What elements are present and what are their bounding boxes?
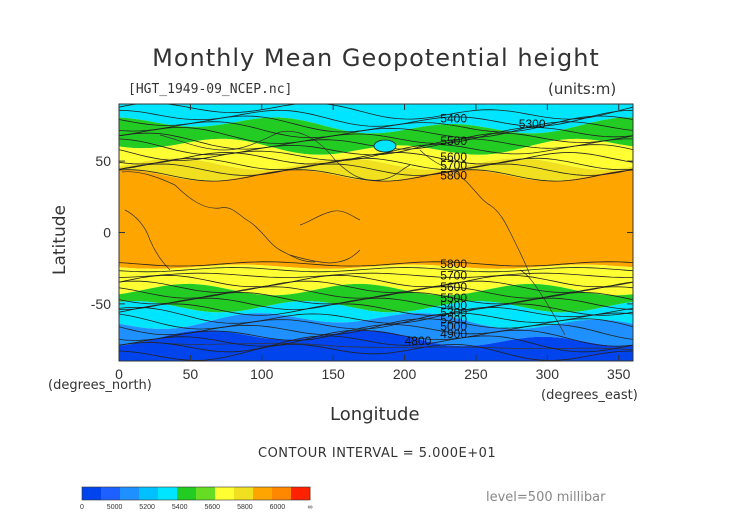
contour-line xyxy=(119,329,633,347)
colorbar-swatch xyxy=(215,487,235,500)
colorbar-swatch xyxy=(291,487,311,500)
contour-line xyxy=(119,335,633,353)
colorbar-swatch xyxy=(234,487,254,500)
colorbar-label: 0 xyxy=(80,504,84,511)
contour-label: 5500 xyxy=(440,134,467,148)
x-unit-right: (degrees_east) xyxy=(541,388,638,403)
colorbar-swatch xyxy=(158,487,178,500)
units-label: (units:m) xyxy=(548,80,617,98)
contour-label: 5700 xyxy=(440,158,467,172)
level-label: level=500 millibar xyxy=(486,490,606,505)
contour-line xyxy=(119,121,633,139)
colorbar-label: 5600 xyxy=(205,504,221,511)
y-tick-label: 0 xyxy=(103,225,111,241)
chart-title: Monthly Mean Geopotential height xyxy=(152,44,600,72)
x-tick-label: 250 xyxy=(464,366,488,382)
x-tick-label: 350 xyxy=(607,366,631,382)
contour-line xyxy=(119,312,633,330)
x-tick-label: 150 xyxy=(321,366,345,382)
colorbar-swatch xyxy=(177,487,197,500)
contour-line xyxy=(119,267,633,273)
colorbar-label: 6000 xyxy=(270,504,286,511)
contour-line xyxy=(119,306,633,324)
contour-line xyxy=(119,157,633,170)
contour-line xyxy=(119,318,633,336)
colorbar-label: 5400 xyxy=(172,504,188,511)
colorbar-swatch xyxy=(253,487,273,500)
y-tick-label: -50 xyxy=(91,296,111,312)
x-unit-left: (degrees_north) xyxy=(48,378,152,393)
contour-label: 4900 xyxy=(440,327,467,341)
contour-line xyxy=(119,261,633,267)
x-axis-label: Longitude xyxy=(330,404,420,425)
contour-label: 5600 xyxy=(440,280,467,294)
x-tick-label: 50 xyxy=(183,366,199,382)
colorbar-label: 5000 xyxy=(107,504,123,511)
contour-label: 5400 xyxy=(440,298,467,312)
contour-line xyxy=(119,152,633,165)
colorbar-label: 5200 xyxy=(139,504,155,511)
colorbar-swatch xyxy=(101,487,121,500)
contour-label: 4800 xyxy=(405,334,432,348)
contour-label: 5300 xyxy=(440,305,467,319)
x-tick-label: 100 xyxy=(250,366,274,382)
contour-line xyxy=(119,297,633,311)
contour-label: 5700 xyxy=(440,268,467,282)
contour-line xyxy=(119,324,633,341)
colorbar-label: 5800 xyxy=(237,504,253,511)
contour-line xyxy=(119,144,633,161)
contour-line xyxy=(119,280,633,293)
contour-interval: CONTOUR INTERVAL = 5.000E+01 xyxy=(258,446,497,461)
contour-label: 5800 xyxy=(440,257,467,271)
contour-label: 5200 xyxy=(440,313,467,327)
contour-line xyxy=(119,126,633,144)
band-5500 xyxy=(119,117,633,155)
contour-line xyxy=(119,115,633,133)
contour-line xyxy=(119,274,633,288)
colorbar-swatch xyxy=(196,487,216,500)
contour-line xyxy=(119,303,633,316)
file-label: [HGT_1949-09_NCEP.nc] xyxy=(128,82,293,97)
contour-line xyxy=(119,272,633,278)
contour-line xyxy=(119,104,633,120)
contour-line xyxy=(119,169,633,182)
y-tick-label: 50 xyxy=(95,153,111,169)
band-5100 xyxy=(119,313,633,347)
band-5850 xyxy=(119,169,633,269)
colorbar-swatch xyxy=(120,487,140,500)
contour-label: 5300 xyxy=(519,117,546,131)
colorbar-swatch xyxy=(272,487,292,500)
x-tick-label: 0 xyxy=(115,366,123,382)
contour-label: 5800 xyxy=(440,168,467,182)
contour-label: 5500 xyxy=(440,291,467,305)
contour-line xyxy=(119,163,633,176)
contour-line xyxy=(119,109,633,127)
colorbar-frame xyxy=(81,486,311,501)
colorbar-swatch xyxy=(82,487,102,500)
contour-line xyxy=(119,292,633,305)
contour-label: 5400 xyxy=(440,111,467,125)
colorbar-swatch xyxy=(139,487,159,500)
colorbar-label: ∞ xyxy=(308,504,313,511)
contour-label: 5000 xyxy=(440,320,467,334)
contour-label: 5600 xyxy=(440,150,467,164)
x-tick-label: 200 xyxy=(393,366,417,382)
x-tick-label: 300 xyxy=(536,366,560,382)
